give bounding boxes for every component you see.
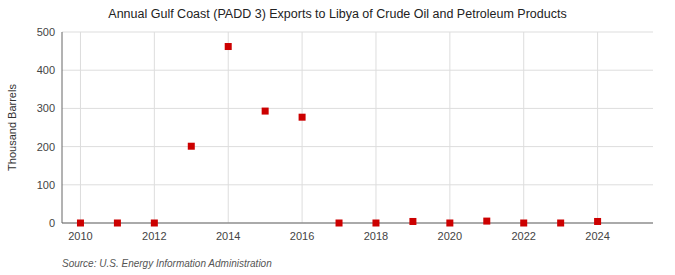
title: Annual Gulf Coast (PADD 3) Exports to Li… (108, 7, 566, 21)
x-axis-line (62, 223, 653, 224)
point (409, 218, 416, 225)
chart-container: Annual Gulf Coast (PADD 3) Exports to Li… (0, 0, 675, 275)
y-tick-label: 200 (37, 141, 55, 153)
y-axis-label: Thousand Barrels (6, 84, 18, 171)
x-grid-line (154, 32, 155, 223)
x-grid-line (302, 32, 303, 223)
point (299, 114, 306, 121)
y-tick-label: 500 (37, 26, 55, 38)
y-grid-line (62, 70, 653, 71)
points (77, 43, 601, 226)
x-grid-line (228, 32, 229, 223)
y-grid-line (62, 146, 653, 147)
y-tick-label: 400 (37, 64, 55, 76)
x-tick-label: 2012 (142, 230, 166, 242)
x-tick-label: 2016 (290, 230, 314, 242)
x-grid-line (597, 32, 598, 223)
y-grid-line (62, 184, 653, 185)
chart: Annual Gulf Coast (PADD 3) Exports to Li… (0, 0, 675, 275)
y-grid-line (62, 108, 653, 109)
x-tick-label: 2014 (216, 230, 240, 242)
x-grid-line (523, 32, 524, 223)
point (77, 220, 84, 227)
point (336, 220, 343, 227)
point (188, 143, 195, 150)
y-tick-label: 300 (37, 102, 55, 114)
grid (62, 32, 653, 223)
point (483, 218, 490, 225)
point (225, 43, 232, 50)
y-grid-line (62, 223, 653, 224)
point (372, 220, 379, 227)
point (594, 218, 601, 225)
point (262, 108, 269, 115)
point (114, 220, 121, 227)
x-tick-label: 2024 (585, 230, 609, 242)
point (151, 220, 158, 227)
point (446, 220, 453, 227)
point (557, 220, 564, 227)
x-tick-label: 2020 (438, 230, 462, 242)
x-grid-line (80, 32, 81, 223)
x-tick-label: 2018 (364, 230, 388, 242)
y-tick-label: 0 (49, 217, 55, 229)
y-axis-line (62, 32, 63, 223)
x-grid-line (449, 32, 450, 223)
x-grid-line (375, 32, 376, 223)
point (520, 220, 527, 227)
source-note: Source: U.S. Energy Information Administ… (62, 258, 272, 269)
y-tick-label: 100 (37, 179, 55, 191)
x-tick-label: 2010 (68, 230, 92, 242)
x-tick-label: 2022 (511, 230, 535, 242)
y-grid-line (62, 32, 653, 33)
